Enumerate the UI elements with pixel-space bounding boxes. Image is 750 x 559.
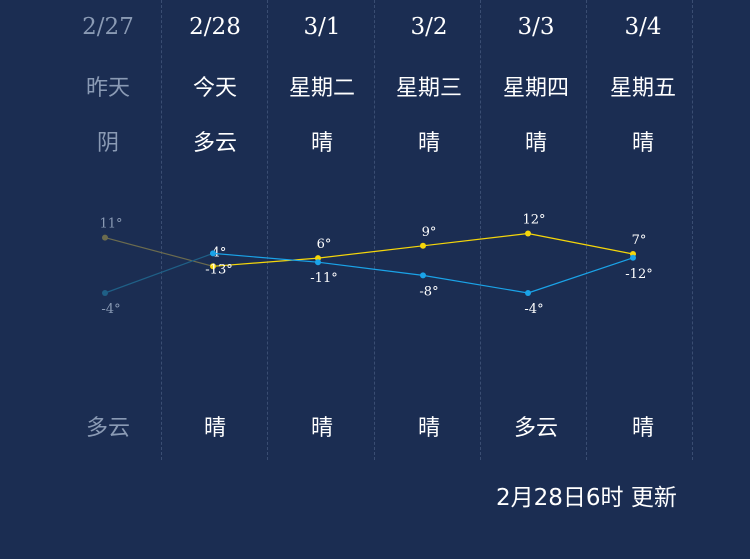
column-divider: [267, 0, 268, 460]
high-temp-line-segment: [422, 232, 529, 247]
day-weather: 晴: [417, 131, 440, 156]
day-name: 星期四: [502, 76, 569, 101]
column-divider: [374, 0, 375, 460]
day-name: 星期三: [395, 76, 462, 101]
low-temp-line-segment: [317, 261, 424, 276]
day-column: 3/4 星期五晴晴: [590, 0, 697, 460]
day-column: 3/3 星期四晴多云: [483, 0, 590, 460]
low-temp-point: [525, 290, 531, 296]
day-date: 3/4: [624, 14, 662, 40]
high-temp-point: [210, 263, 216, 270]
high-temp-label: 7°: [632, 233, 647, 248]
high-temp-label: 11°: [99, 217, 122, 232]
low-temp-line-segment: [527, 257, 634, 294]
day-name: 今天: [192, 76, 237, 101]
high-temp-point: [525, 230, 531, 237]
low-temp-label: -13°: [205, 262, 232, 277]
update-time: 2月28日6时 更新: [496, 485, 677, 511]
night-weather: 晴: [417, 416, 440, 441]
day-date: 3/2: [410, 14, 448, 40]
day-weather: 多云: [192, 131, 237, 156]
high-temp-line-segment: [104, 237, 214, 267]
high-temp-point: [420, 242, 426, 249]
column-divider: [161, 0, 162, 460]
low-temp-point: [210, 250, 216, 257]
low-temp-label: -12°: [625, 267, 652, 282]
high-temp-line-segment: [527, 232, 634, 255]
day-name: 星期二: [288, 76, 355, 101]
day-date: 2/27: [82, 14, 134, 40]
high-temp-point: [102, 234, 108, 241]
low-temp-label: -4°: [524, 302, 543, 317]
high-temp-label: 4°: [212, 245, 227, 260]
low-temp-point: [102, 290, 108, 296]
column-divider: [692, 0, 693, 460]
low-temp-line-segment: [422, 274, 529, 294]
low-temp-point: [315, 259, 321, 266]
day-weather: 晴: [310, 131, 333, 156]
low-temp-label: -11°: [310, 271, 337, 286]
high-temp-label: 12°: [522, 213, 545, 228]
day-date: 2/28: [189, 14, 241, 40]
day-column: 3/1 星期二晴晴: [269, 0, 376, 460]
day-weather: 阴: [96, 131, 119, 156]
column-divider: [480, 0, 481, 460]
high-temp-point: [315, 255, 321, 262]
night-weather: 晴: [310, 416, 333, 441]
day-weather: 晴: [631, 131, 654, 156]
low-temp-point: [420, 272, 426, 279]
day-column: 2/27 昨天阴多云: [55, 0, 162, 460]
day-name: 星期五: [609, 76, 676, 101]
temperature-chart: 11° 4° 6° 9° 12° 7° -4° -13° -11° -8° -4° -12°: [99, 213, 652, 318]
day-weather: 晴: [524, 131, 547, 156]
night-weather: 晴: [631, 416, 654, 441]
day-column: 3/2 星期三晴晴: [376, 0, 483, 460]
low-temp-point: [630, 254, 636, 261]
low-temp-label: -4°: [101, 302, 120, 317]
day-name: 昨天: [85, 76, 130, 101]
low-temp-label: -8°: [419, 284, 438, 299]
day-column: 2/28 今天多云晴: [162, 0, 269, 460]
high-temp-line-segment: [317, 245, 424, 259]
low-temp-line-segment: [104, 252, 214, 294]
low-temp-line-segment: [212, 252, 319, 263]
high-temp-label: 9°: [422, 225, 437, 240]
high-temp-label: 6°: [317, 237, 332, 252]
night-weather: 多云: [85, 416, 130, 441]
high-temp-line-segment: [212, 257, 319, 267]
night-weather: 晴: [203, 416, 226, 441]
day-date: 3/1: [303, 14, 341, 40]
column-divider: [586, 0, 587, 460]
night-weather: 多云: [513, 416, 558, 441]
day-date: 3/3: [517, 14, 555, 40]
